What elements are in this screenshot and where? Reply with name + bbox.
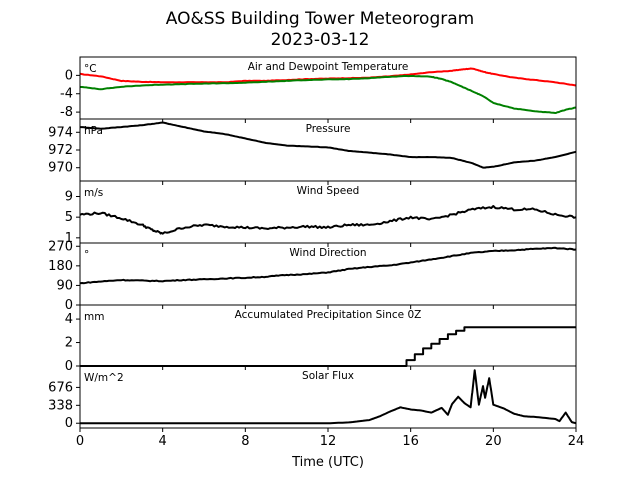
y-tick-label: 270 (48, 239, 73, 254)
y-tick-label: -4 (60, 87, 73, 102)
panel-title: Accumulated Precipitation Since 0Z (235, 309, 422, 321)
y-tick-label: 5 (65, 210, 73, 225)
figure-date: 2023-03-12 (271, 30, 370, 50)
panel-unit-label: mm (84, 311, 104, 323)
series-line-5-0 (80, 369, 577, 425)
panel-title: Solar Flux (302, 370, 354, 382)
x-tick-label: 16 (402, 434, 419, 449)
panel-unit-label: °C (84, 63, 97, 75)
y-tick-label: 1 (65, 231, 73, 246)
y-tick-label: 972 (48, 143, 73, 158)
y-tick-label: 974 (48, 125, 73, 140)
y-tick-label: -8 (60, 105, 73, 120)
x-tick-label: 24 (568, 434, 585, 449)
panel-unit-label: ° (84, 249, 89, 261)
x-tick-label: 20 (485, 434, 502, 449)
x-tick-label: 12 (320, 434, 337, 449)
figure-title: AO&SS Building Tower Meteorogram (166, 9, 474, 29)
panel-title: Wind Speed (297, 185, 360, 197)
series-line-4-0 (80, 326, 576, 367)
y-tick-label: 180 (48, 259, 73, 274)
y-tick-label: 0 (65, 68, 73, 83)
panel-title: Air and Dewpoint Temperature (248, 61, 409, 73)
series-line-3-0 (79, 246, 577, 285)
x-axis: 0 4 8 12 16 20 24 (76, 434, 584, 449)
panel-2: 1 5 9 Wind Speed m/s (65, 180, 577, 247)
y-tick-label: 0 (65, 416, 73, 431)
y-tick-label: 0 (65, 359, 73, 374)
y-tick-label: 676 (48, 380, 73, 395)
panel-unit-label: m/s (84, 187, 103, 199)
x-axis-label: Time (UTC) (291, 455, 364, 470)
panel-unit-label: hPa (84, 125, 103, 137)
panel-1: 970 972 974 Pressure hPa (48, 118, 577, 185)
x-tick-label: 0 (76, 434, 84, 449)
panel-title: Pressure (306, 123, 351, 135)
x-tick-label: 4 (159, 434, 167, 449)
y-tick-label: 9 (65, 190, 73, 205)
panel-unit-label: W/m^2 (84, 372, 124, 384)
y-tick-label: 2 (65, 336, 73, 351)
series-line-1-0 (80, 121, 577, 169)
panel-3: 0 90 180 270 Wind Direction ° (48, 239, 577, 313)
y-tick-label: 4 (65, 312, 73, 327)
y-tick-label: 970 (48, 161, 73, 176)
y-tick-label: 90 (56, 278, 73, 293)
panel-4: 0 2 4 Accumulated Precipitation Since 0Z mm (65, 304, 577, 374)
panel-title: Wind Direction (289, 247, 366, 259)
series-line-0-1 (80, 74, 577, 114)
y-tick-label: 0 (65, 298, 73, 313)
series-line-2-0 (79, 205, 577, 235)
x-tick-label: 8 (241, 434, 249, 449)
panel-5: 0 338 676 Solar Flux W/m^2 (48, 365, 577, 432)
y-tick-label: 338 (48, 398, 73, 413)
panel-0: -8 -4 0 Air and Dewpoint Temperature °C (60, 56, 577, 123)
